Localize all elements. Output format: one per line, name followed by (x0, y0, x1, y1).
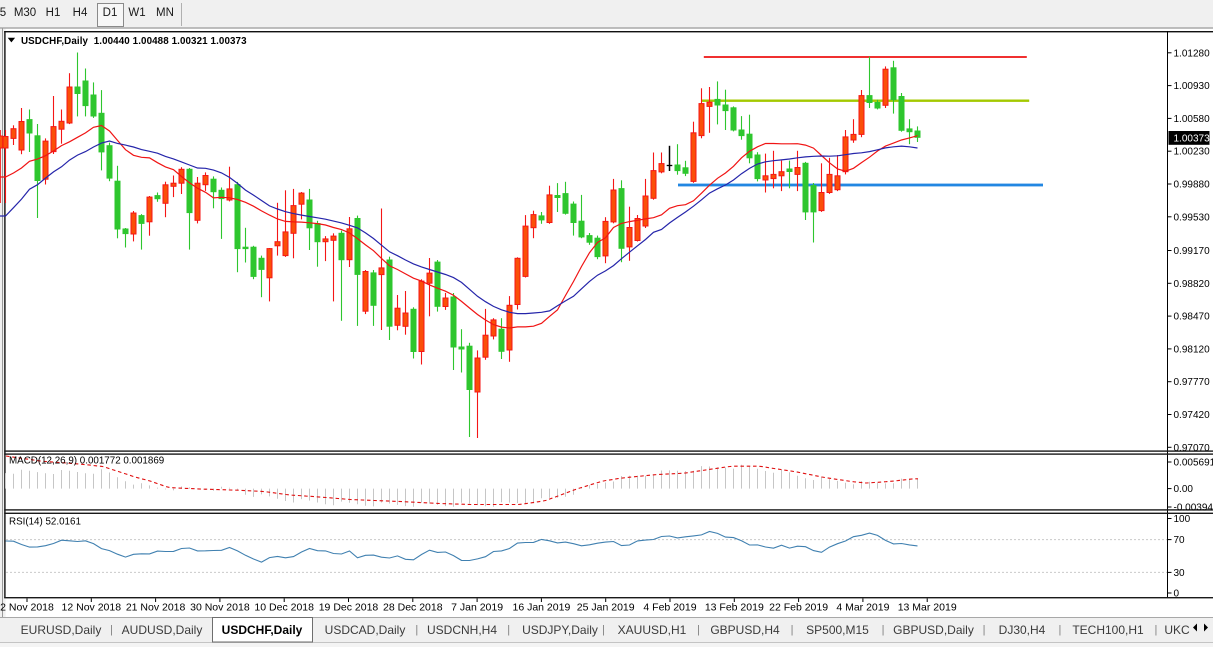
svg-text:13 Mar 2019: 13 Mar 2019 (898, 602, 957, 614)
svg-text:13 Feb 2019: 13 Feb 2019 (705, 602, 764, 614)
svg-text:0.97420: 0.97420 (1174, 410, 1211, 421)
svg-text:0: 0 (1174, 589, 1180, 600)
svg-text:|: | (507, 624, 510, 636)
svg-text:|: | (415, 624, 418, 636)
svg-text:22 Feb 2019: 22 Feb 2019 (769, 602, 828, 614)
svg-text:4 Feb 2019: 4 Feb 2019 (643, 602, 696, 614)
svg-text:70: 70 (1174, 535, 1186, 546)
svg-text:1.01280: 1.01280 (1174, 48, 1211, 59)
svg-text:XAUUSD,H1: XAUUSD,H1 (618, 623, 687, 637)
svg-text:7 Jan 2019: 7 Jan 2019 (451, 602, 503, 614)
svg-text:|: | (1058, 624, 1061, 636)
svg-text:1.00930: 1.00930 (1174, 81, 1211, 92)
svg-text:-0.00394: -0.00394 (1174, 503, 1213, 514)
svg-text:0.99170: 0.99170 (1174, 246, 1211, 257)
svg-text:0.005691: 0.005691 (1174, 458, 1213, 469)
svg-text:|: | (882, 624, 885, 636)
svg-text:21 Nov 2018: 21 Nov 2018 (126, 602, 186, 614)
svg-text:19 Dec 2018: 19 Dec 2018 (319, 602, 379, 614)
svg-text:25 Jan 2019: 25 Jan 2019 (577, 602, 635, 614)
svg-text:|: | (1154, 624, 1157, 636)
svg-text:4 Mar 2019: 4 Mar 2019 (836, 602, 889, 614)
svg-text:0.97770: 0.97770 (1174, 377, 1211, 388)
svg-text:TECH100,H1: TECH100,H1 (1072, 623, 1144, 637)
svg-text:1.00373: 1.00373 (1174, 133, 1211, 144)
svg-text:100: 100 (1174, 514, 1191, 525)
svg-text:30 Nov 2018: 30 Nov 2018 (190, 602, 250, 614)
svg-text:0.99880: 0.99880 (1174, 180, 1211, 191)
svg-text:|: | (110, 624, 113, 636)
svg-text:2 Nov 2018: 2 Nov 2018 (0, 602, 54, 614)
svg-text:MACD(12,26,9) 0.001772 0.00186: MACD(12,26,9) 0.001772 0.001869 (9, 456, 164, 467)
svg-text:GBPUSD,H4: GBPUSD,H4 (710, 623, 780, 637)
svg-text:DJ30,H4: DJ30,H4 (999, 623, 1046, 637)
svg-text:|: | (983, 624, 986, 636)
svg-text:1.00230: 1.00230 (1174, 147, 1211, 158)
svg-text:AUDUSD,Daily: AUDUSD,Daily (122, 623, 203, 637)
svg-text:|: | (791, 624, 794, 636)
svg-text:UKC: UKC (1164, 623, 1190, 637)
svg-text:1.00580: 1.00580 (1174, 114, 1211, 125)
svg-text:|: | (602, 624, 605, 636)
svg-text:28 Dec 2018: 28 Dec 2018 (383, 602, 443, 614)
svg-text:USDJPY,Daily: USDJPY,Daily (522, 623, 598, 637)
svg-text:0.98820: 0.98820 (1174, 279, 1211, 290)
svg-text:SP500,M15: SP500,M15 (806, 623, 869, 637)
svg-text:USDCAD,Daily: USDCAD,Daily (325, 623, 406, 637)
svg-text:EURUSD,Daily: EURUSD,Daily (21, 623, 102, 637)
svg-text:0.97070: 0.97070 (1174, 443, 1211, 454)
svg-text:USDCHF,Daily: USDCHF,Daily (222, 623, 303, 637)
svg-text:GBPUSD,Daily: GBPUSD,Daily (893, 623, 974, 637)
svg-text:0.98470: 0.98470 (1174, 312, 1211, 323)
svg-text:0.99530: 0.99530 (1174, 212, 1211, 223)
svg-text:USDCNH,H4: USDCNH,H4 (427, 623, 497, 637)
svg-text:10 Dec 2018: 10 Dec 2018 (254, 602, 314, 614)
svg-text:0.00: 0.00 (1174, 484, 1194, 495)
svg-text:0.98120: 0.98120 (1174, 344, 1211, 355)
svg-text:|: | (697, 624, 700, 636)
svg-text:16 Jan 2019: 16 Jan 2019 (512, 602, 570, 614)
svg-text:30: 30 (1174, 568, 1186, 579)
svg-text:USDCHF,Daily 1.00440 1.00488: USDCHF,Daily 1.00440 1.00488 1.00321 1.0… (21, 36, 247, 47)
svg-text:12 Nov 2018: 12 Nov 2018 (62, 602, 122, 614)
svg-text:RSI(14) 52.0161: RSI(14) 52.0161 (9, 517, 81, 528)
